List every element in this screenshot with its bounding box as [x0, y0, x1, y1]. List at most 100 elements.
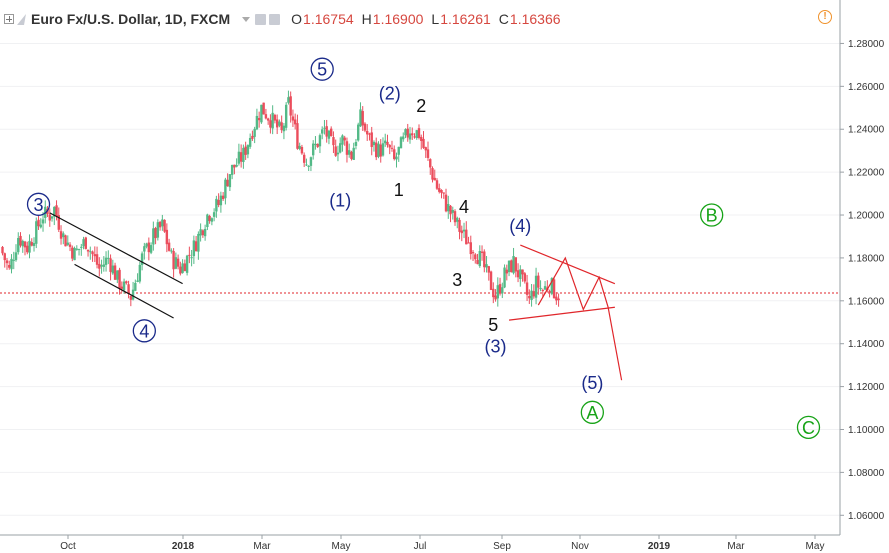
candle-body [300, 146, 304, 154]
y-tick-label: 1.08000 [848, 468, 885, 479]
wave-label-text: (5) [581, 373, 603, 393]
symbol-title[interactable]: Euro Fx/U.S. Dollar, 1D, FXCM [31, 11, 231, 27]
candle-up [284, 102, 288, 131]
candle-up [35, 217, 38, 249]
candle-up [206, 213, 209, 231]
gear-icon[interactable] [269, 13, 281, 25]
candle-up [451, 206, 454, 220]
candle-up [161, 214, 164, 231]
candle-body [386, 141, 389, 146]
wave-label-text: 3 [34, 195, 44, 215]
high-value: 1.16900 [372, 11, 424, 27]
candle-body [447, 204, 450, 212]
candle-down [366, 124, 369, 141]
candle-down [8, 260, 11, 270]
candle-down [68, 242, 72, 252]
drawings [49, 212, 623, 381]
candle-down [363, 122, 367, 133]
candle-up [447, 195, 450, 219]
candle-down [296, 114, 299, 150]
candle-body [217, 199, 220, 205]
candle-up [399, 136, 403, 149]
candle-down [375, 137, 378, 161]
candle-body [100, 265, 103, 267]
candle-down [86, 249, 90, 257]
price-axis[interactable]: 1.28000 1.26000 1.24000 1.22000 1.20000 1.180… [840, 39, 885, 522]
candle-down [257, 111, 261, 128]
candle-down [59, 225, 63, 245]
candle-up [507, 260, 511, 277]
candle-up [305, 158, 308, 167]
candle-down [393, 145, 396, 161]
candle-down [390, 140, 394, 152]
candle-body [188, 254, 191, 256]
candle-down [345, 137, 349, 163]
candle-down [435, 178, 439, 191]
wave-label: 1 [394, 180, 404, 200]
candle-body [91, 251, 94, 255]
candle-up [156, 219, 160, 241]
candle-body [170, 250, 173, 252]
wave-label: 4 [459, 197, 469, 217]
candle-down [332, 131, 335, 154]
candle-up [210, 217, 214, 226]
candle-body [557, 298, 560, 301]
wave-label-text: 4 [459, 197, 469, 217]
candle-body [352, 147, 355, 160]
candle-up [395, 152, 398, 168]
candle-body [172, 251, 175, 270]
eye-icon[interactable] [255, 13, 267, 25]
candle-body [431, 168, 434, 180]
candle-up [352, 142, 355, 160]
candle-body [152, 228, 155, 245]
candle-body [120, 286, 124, 289]
wave-label-text: 2 [416, 96, 426, 116]
candle-up [192, 235, 196, 264]
candle-up [539, 280, 542, 292]
warning-icon[interactable]: ! [818, 10, 832, 24]
candle-body [48, 214, 51, 221]
wave-label: C [796, 415, 821, 439]
candle-up [354, 138, 358, 150]
candle-body [440, 189, 443, 193]
candle-down [386, 134, 389, 148]
candle-body [199, 229, 202, 236]
candle-body [302, 154, 306, 163]
candle-body [10, 258, 13, 270]
wave-label: (5) [581, 373, 603, 393]
candle-body [372, 141, 376, 146]
candle-up [311, 140, 315, 160]
candle-body [408, 133, 412, 140]
candle-body [262, 102, 265, 115]
candle-body [219, 195, 223, 206]
candle-body [86, 249, 90, 252]
candle-down [165, 223, 169, 253]
wave-label: (2) [379, 83, 401, 103]
chevron-down-icon[interactable] [242, 16, 251, 22]
candle-body [233, 164, 236, 168]
candle-up [82, 236, 85, 250]
candle-down [125, 280, 128, 285]
candle-down [172, 248, 175, 278]
time-axis[interactable]: Oct 2018 Mar May Jul Sep Nov 2019 Mar May [60, 535, 824, 552]
candle-body [174, 257, 178, 269]
candle-body [390, 147, 394, 149]
candle-body [246, 145, 250, 155]
candle-down [424, 146, 427, 158]
expand-icon[interactable] [4, 14, 14, 24]
candle-body [449, 205, 452, 215]
wave-label-text: A [586, 403, 598, 423]
candle-down [494, 289, 497, 302]
candle-down [95, 246, 99, 269]
flag-icon[interactable] [17, 13, 26, 25]
candle-down [118, 267, 121, 295]
candle-up [404, 128, 407, 139]
candle-body [194, 241, 198, 252]
wave-label-text: 3 [452, 270, 462, 290]
candle-down [510, 259, 513, 273]
candle-up [237, 143, 241, 166]
candle-body [28, 240, 31, 253]
candle-body [32, 243, 36, 247]
candle-body [113, 265, 117, 280]
